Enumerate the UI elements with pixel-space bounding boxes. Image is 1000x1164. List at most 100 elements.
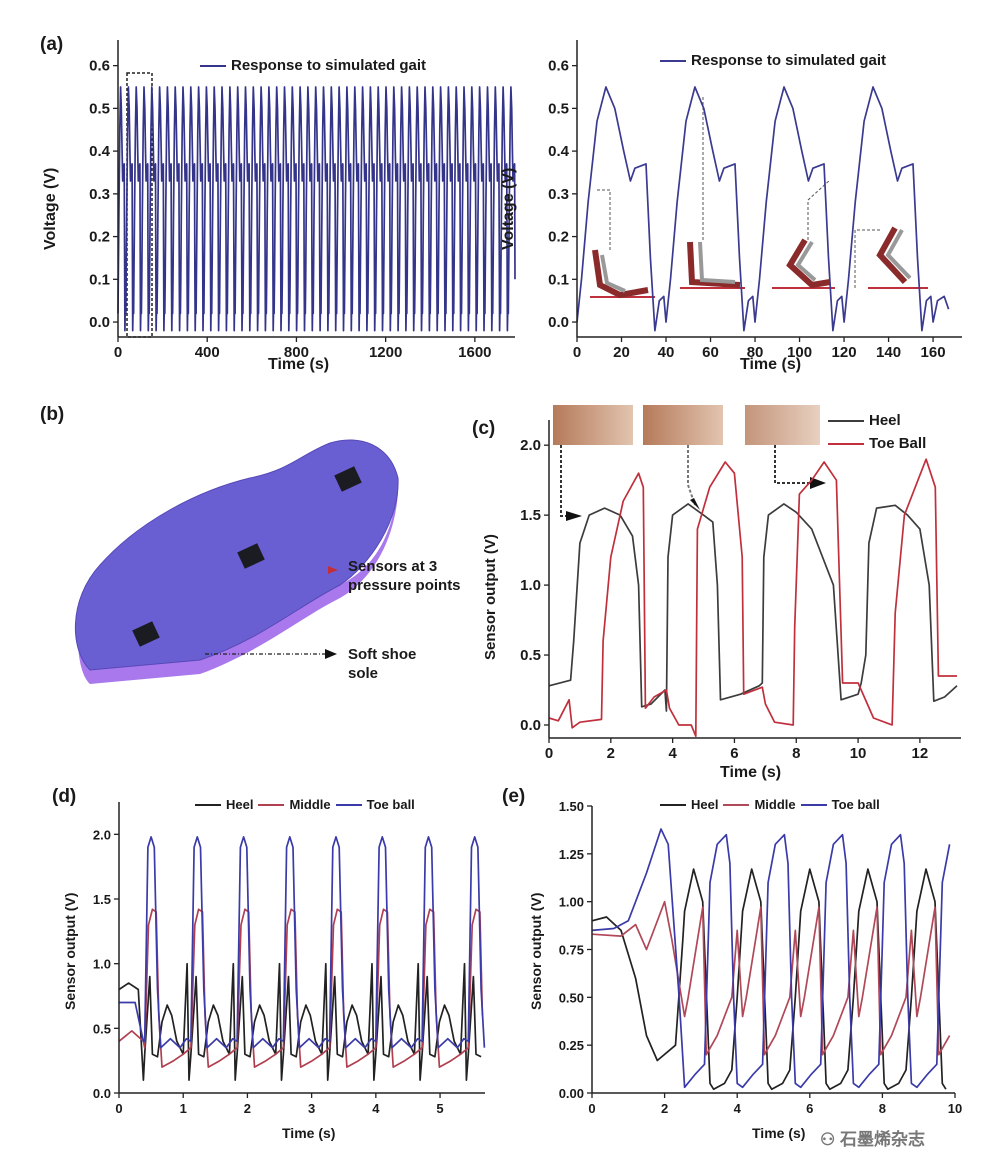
- e-x-tick-label: 6: [806, 1101, 813, 1116]
- a-left-ylabel: Voltage (V): [42, 167, 59, 250]
- a_right-x-tick-label: 160: [921, 344, 946, 361]
- a_left-y-tick-label: 0.2: [89, 229, 110, 246]
- arrow-head-icon: [810, 477, 826, 489]
- e-x-tick-label: 0: [588, 1101, 595, 1116]
- e-x-tick-label: 4: [734, 1101, 742, 1116]
- panel-label-e: (e): [502, 786, 526, 807]
- panel-label-c: (c): [472, 418, 496, 439]
- a_left-x-tick-label: 1600: [458, 344, 491, 361]
- panel-label-d: (d): [52, 786, 77, 807]
- legend-swatch: [660, 803, 686, 806]
- legend-swatch: [800, 803, 827, 806]
- a_left-x-tick-label: 800: [284, 344, 309, 361]
- sole-arrow-icon: [325, 649, 337, 659]
- e-x-tick-label: 2: [661, 1101, 668, 1116]
- a_right-x-tick-label: 140: [876, 344, 901, 361]
- a_left-y-tick-label: 0.1: [89, 271, 110, 288]
- c-legend-heel: Heel: [828, 412, 901, 429]
- d-y-tick-label: 0.0: [93, 1086, 111, 1101]
- c-y-tick-label: 1.5: [520, 507, 541, 524]
- a_right-y-tick-label: 0.3: [548, 186, 569, 203]
- leg-icon: [876, 226, 908, 285]
- legend-swatch: [335, 803, 362, 806]
- photo-arrow: [687, 445, 696, 506]
- e-xlabel: Time (s): [752, 1125, 806, 1141]
- sensors-annotation: Sensors at 3 pressure points: [348, 558, 461, 594]
- a_right-y-tick-label: 0.0: [548, 314, 569, 331]
- a-right-ylabel: Voltage (V): [500, 167, 517, 250]
- c-x-tick-label: 6: [730, 745, 738, 762]
- a_left-y-tick-label: 0.3: [89, 186, 110, 203]
- insole-illustration: [75, 439, 399, 684]
- e-x-tick-label: 8: [879, 1101, 886, 1116]
- c-y-tick-label: 0.0: [520, 717, 541, 734]
- c-y-tick-label: 1.0: [520, 577, 541, 594]
- legend-swatch: [200, 64, 226, 67]
- wechat-icon: ⚇: [820, 1130, 840, 1149]
- a_left-x-tick-label: 400: [195, 344, 220, 361]
- d-x-tick-label: 2: [244, 1101, 251, 1116]
- photo-arrow: [774, 445, 810, 484]
- legend-label: Toe ball: [831, 797, 880, 812]
- a_right-y-tick-label: 0.6: [548, 58, 569, 75]
- d-x-tick-label: 1: [180, 1101, 187, 1116]
- e-legend: Heel Middle Toe ball: [660, 797, 880, 812]
- legend-label: Middle: [289, 797, 331, 812]
- a_right-x-tick-label: 120: [832, 344, 857, 361]
- legend-label: Response to simulated gait: [231, 57, 427, 74]
- c-legend-toe: Toe Ball: [828, 435, 926, 452]
- c-x-tick-label: 0: [545, 745, 553, 762]
- a_right-y-tick-label: 0.4: [548, 143, 570, 160]
- e-y-tick-label: 0.25: [559, 1038, 584, 1053]
- panel-label-a: (a): [40, 34, 64, 55]
- legend-swatch: [258, 803, 285, 806]
- e-y-tick-label: 0.50: [559, 990, 584, 1005]
- a_right-x-tick-label: 60: [702, 344, 719, 361]
- leg-icon: [885, 229, 912, 280]
- leg-icon: [600, 254, 626, 293]
- sensor-arrow-icon: [328, 566, 338, 574]
- a_left-y-tick-label: 0.4: [89, 143, 111, 160]
- sole-annotation: Soft shoe sole: [348, 646, 417, 682]
- d-x-tick-label: 4: [372, 1101, 380, 1116]
- d-x-tick-label: 5: [436, 1101, 443, 1116]
- inset-arrow: [596, 189, 611, 250]
- d-y-tick-label: 1.5: [93, 892, 111, 907]
- leg-icon: [592, 249, 649, 299]
- leg-insets: [590, 95, 928, 299]
- a_left-y-tick-label: 0.5: [89, 100, 110, 117]
- e-y-tick-label: 0.00: [559, 1086, 584, 1101]
- d-y-tick-label: 1.0: [93, 957, 111, 972]
- a_left-series-response-to-simulated-gait: [117, 86, 516, 332]
- d-series-heel: [118, 962, 482, 1081]
- a_right-y-tick-label: 0.5: [548, 100, 569, 117]
- a-left-legend: Response to simulated gait: [200, 57, 426, 74]
- a-right-legend: Response to simulated gait: [660, 52, 886, 69]
- a_left-x-tick-label: 0: [114, 344, 122, 361]
- c-series-heel: [548, 503, 958, 712]
- legend-swatch: [828, 419, 864, 422]
- foot-photo-heel-strike: [553, 405, 633, 445]
- watermark: ⚇ 石墨烯杂志: [820, 1125, 925, 1150]
- a_right-y-tick-label: 0.2: [548, 229, 569, 246]
- c-x-tick-label: 2: [607, 745, 615, 762]
- e-y-tick-label: 1.00: [559, 895, 584, 910]
- e-ylabel: Sensor output (V): [528, 892, 544, 1010]
- e-series-heel: [591, 868, 947, 1091]
- d-ylabel: Sensor output (V): [62, 892, 78, 1010]
- c-ylabel: Sensor output (V): [482, 534, 499, 660]
- a_right-series-response-to-simulated-gait: [576, 86, 950, 332]
- legend-label: Toe Ball: [869, 435, 927, 452]
- sensor-middle: [237, 543, 265, 569]
- d-x-tick-label: 3: [308, 1101, 315, 1116]
- photo-arrow: [560, 445, 575, 517]
- d-y-tick-label: 0.5: [93, 1021, 111, 1036]
- inset-arrow: [854, 229, 880, 288]
- leg-icon: [786, 238, 831, 289]
- arrow-head-icon: [566, 511, 582, 521]
- legend-swatch: [828, 442, 864, 445]
- foot-photo-toe-off: [745, 405, 820, 445]
- foot-photo-flat: [643, 405, 723, 445]
- a-left-xlabel: Time (s): [268, 356, 330, 373]
